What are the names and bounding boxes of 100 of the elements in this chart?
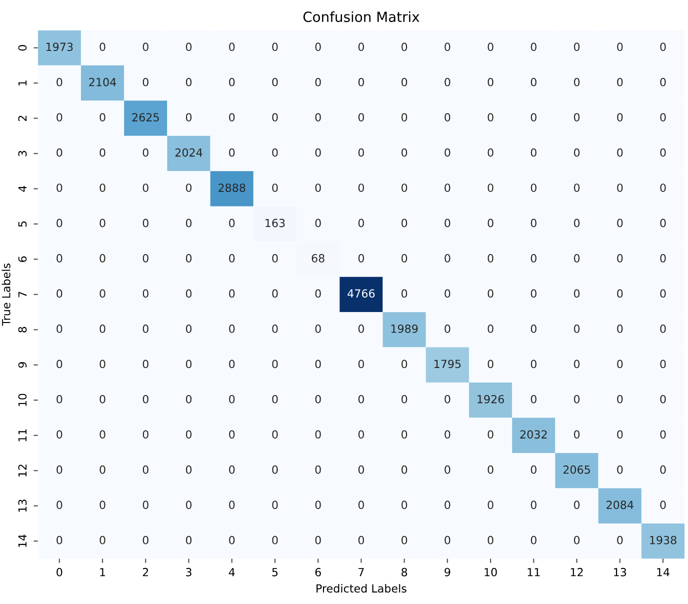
data-label: 0 — [100, 324, 106, 333]
data-label: 0 — [530, 324, 536, 333]
data-label: 0 — [574, 324, 580, 333]
data-label: 2032 — [520, 430, 547, 439]
data-label: 0 — [444, 465, 450, 474]
data-label: 0 — [272, 430, 278, 439]
data-label: 0 — [56, 465, 62, 474]
data-label: 0 — [315, 394, 321, 404]
data-label: 0 — [56, 500, 62, 510]
data-label: 0 — [488, 184, 494, 192]
data-label: 0 — [444, 500, 450, 510]
data-label: 0 — [358, 42, 364, 52]
data-label: 0 — [142, 218, 148, 228]
data-label: 0 — [617, 536, 623, 544]
data-label: 0 — [315, 465, 321, 474]
data-label: 1989 — [391, 324, 418, 333]
data-label: 0 — [617, 42, 623, 52]
data-label: 0 — [530, 289, 536, 298]
data-label: 0 — [530, 465, 536, 474]
data-label: 0 — [229, 500, 235, 510]
data-label: 0 — [186, 78, 192, 86]
data-label: 0 — [402, 289, 408, 298]
data-label: 0 — [229, 78, 235, 86]
data-label: 0 — [488, 324, 494, 333]
data-label: 0 — [272, 148, 278, 157]
data-label: 0 — [315, 430, 321, 439]
data-label: 0 — [574, 148, 580, 157]
data-label: 0 — [488, 78, 494, 86]
data-label: 0 — [315, 500, 321, 510]
data-label: 0 — [272, 500, 278, 510]
data-label: 0 — [56, 289, 62, 298]
data-label: 0 — [402, 78, 408, 86]
data-label: 0 — [530, 148, 536, 157]
y-tick-label: 1 — [18, 80, 26, 86]
data-label: 0 — [574, 289, 580, 298]
data-label: 0 — [358, 536, 364, 544]
data-label: 0 — [488, 218, 494, 228]
data-label: 0 — [142, 289, 148, 298]
data-label: 0 — [660, 78, 666, 86]
data-label: 0 — [229, 42, 235, 52]
data-label: 0 — [617, 289, 623, 298]
data-label: 2084 — [606, 500, 634, 510]
x-axis-title: Predicted Labels — [316, 584, 406, 593]
data-label: 0 — [56, 536, 62, 544]
data-label: 0 — [358, 113, 364, 122]
data-label: 0 — [617, 465, 623, 474]
data-label: 0 — [142, 536, 148, 544]
y-tick-label: 13 — [18, 500, 27, 512]
data-label: 0 — [142, 148, 148, 157]
data-label: 0 — [229, 148, 235, 157]
data-label: 0 — [186, 42, 192, 52]
x-tick-label: 14 — [657, 568, 670, 576]
data-label: 0 — [100, 218, 106, 228]
data-label: 0 — [272, 113, 278, 122]
data-label: 0 — [530, 184, 536, 192]
data-label: 0 — [444, 536, 450, 544]
data-label: 0 — [444, 324, 450, 333]
data-label: 0 — [142, 184, 148, 192]
data-label: 0 — [617, 360, 623, 368]
x-tick-label: 0 — [56, 568, 62, 576]
data-label: 0 — [358, 500, 364, 510]
data-label: 0 — [186, 324, 192, 333]
data-label: 0 — [229, 254, 235, 262]
data-label: 0 — [186, 536, 192, 544]
data-label: 0 — [402, 42, 408, 52]
data-label: 0 — [444, 113, 450, 122]
data-label: 0 — [402, 113, 408, 122]
data-label: 0 — [488, 42, 494, 52]
data-label: 0 — [530, 254, 536, 262]
data-label: 0 — [56, 394, 62, 404]
data-label: 0 — [100, 289, 106, 298]
data-label: 0 — [315, 536, 321, 544]
data-label: 0 — [229, 465, 235, 474]
data-label: 0 — [358, 78, 364, 86]
y-axis-title: True Labels — [2, 264, 10, 326]
data-label: 0 — [229, 430, 235, 439]
data-label: 0 — [574, 42, 580, 52]
data-label: 0 — [574, 254, 580, 262]
data-label: 0 — [444, 42, 450, 52]
data-label: 0 — [530, 42, 536, 52]
data-label: 0 — [100, 500, 106, 510]
data-label: 0 — [315, 218, 321, 228]
data-label: 0 — [574, 184, 580, 192]
data-label: 0 — [315, 78, 321, 86]
data-label: 0 — [444, 430, 450, 439]
data-label: 0 — [488, 430, 494, 439]
data-label: 0 — [229, 289, 235, 298]
data-label: 0 — [358, 148, 364, 157]
data-label: 0 — [100, 42, 106, 52]
data-label: 0 — [402, 536, 408, 544]
data-label: 0 — [186, 500, 192, 510]
data-label: 0 — [617, 148, 623, 157]
data-label: 0 — [100, 254, 106, 262]
x-tick-label: 10 — [484, 568, 497, 576]
data-label: 0 — [660, 148, 666, 157]
data-label: 0 — [402, 500, 408, 510]
data-label: 0 — [444, 289, 450, 298]
data-label: 2065 — [563, 465, 590, 474]
y-tick-label: 4 — [18, 186, 26, 192]
data-label: 0 — [660, 394, 666, 404]
